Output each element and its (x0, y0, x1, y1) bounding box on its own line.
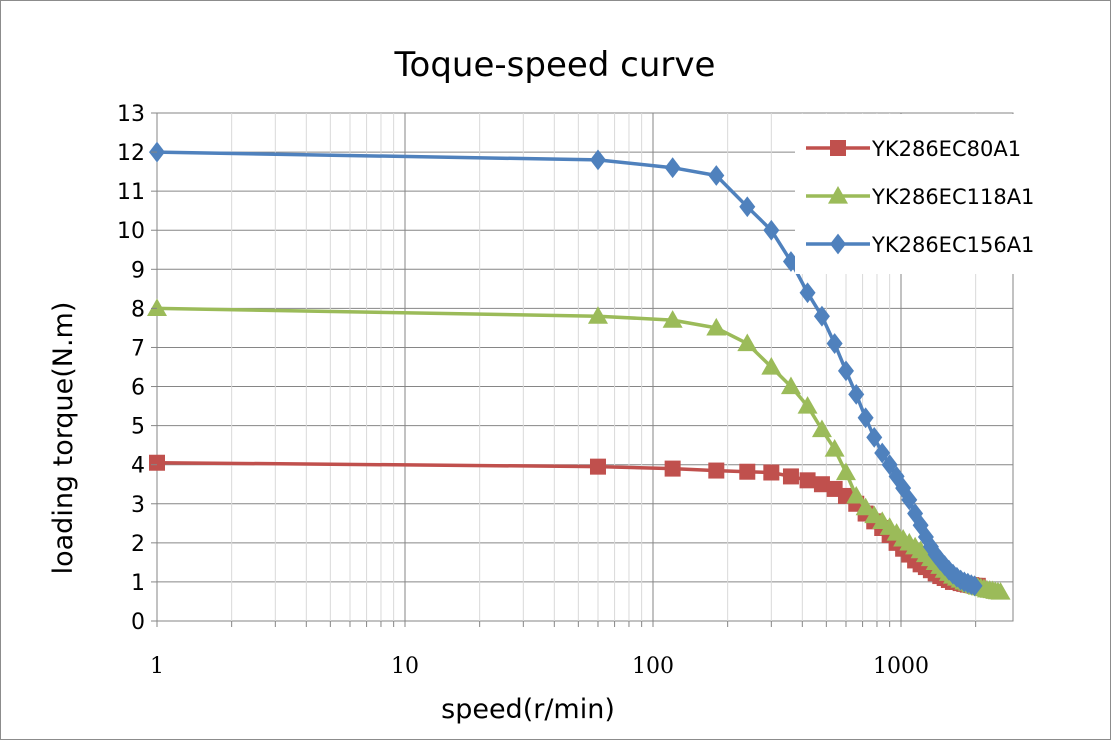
series-line (156, 460, 978, 588)
y-tick-label: 10 (117, 219, 145, 244)
plot-area-border (156, 112, 1014, 622)
data-point (874, 442, 891, 464)
data-point (780, 376, 801, 395)
data-point (835, 462, 856, 481)
data-point (855, 497, 876, 516)
legend-label: YK286EC156A1 (871, 233, 1034, 257)
legend-marker (830, 233, 846, 255)
x-tick-label: 1 (150, 654, 164, 679)
data-point (149, 454, 165, 471)
data-point (866, 426, 883, 448)
y-tick-label: 4 (131, 454, 145, 479)
data-point (826, 333, 843, 354)
data-point (813, 476, 830, 493)
data-point (763, 219, 780, 241)
y-tick-label: 13 (117, 102, 145, 127)
data-point (966, 575, 983, 597)
y-axis-label: loading torque(N.m) (48, 302, 79, 575)
data-point (848, 383, 865, 405)
y-tick-label: 9 (131, 258, 145, 283)
data-point (708, 165, 725, 186)
data-point (589, 458, 606, 475)
data-point (813, 305, 830, 327)
data-point (147, 298, 167, 316)
y-tick-label: 8 (131, 297, 145, 322)
x-axis-label: speed(r/min) (441, 694, 615, 725)
data-point (846, 485, 867, 504)
data-point (797, 396, 818, 414)
y-tick-label: 3 (131, 493, 145, 518)
x-tick-label: 100 (632, 654, 674, 679)
y-tick-label: 11 (117, 180, 145, 205)
data-point (763, 464, 780, 481)
legend-item: YK286EC118A1 (806, 185, 1034, 209)
data-point (782, 468, 799, 485)
legend-marker (828, 186, 848, 204)
y-tick-label: 0 (131, 610, 145, 635)
x-tick-label: 10 (391, 654, 419, 679)
data-point (708, 462, 725, 479)
series-3 (149, 141, 983, 597)
legend-marker (830, 140, 846, 156)
data-point (799, 472, 816, 489)
legend-item: YK286EC80A1 (806, 137, 1021, 161)
legend-label: YK286EC80A1 (871, 137, 1021, 161)
data-point (739, 196, 756, 218)
data-point (857, 407, 874, 429)
y-tick-label: 5 (131, 415, 145, 440)
data-point (990, 582, 1011, 600)
chart-title: Toque-speed curve (394, 45, 716, 85)
data-point (799, 282, 816, 304)
data-point (706, 317, 727, 336)
y-tick-label: 12 (117, 141, 145, 166)
x-tick-label: 1000 (873, 654, 929, 679)
legend: YK286EC80A1 YK286EC118A1 YK286EC156A1 (795, 114, 1034, 274)
data-point (737, 333, 758, 352)
data-point (811, 419, 832, 438)
data-point (901, 489, 918, 511)
y-tick-label: 7 (131, 336, 145, 361)
data-point (761, 357, 782, 375)
data-point (824, 439, 845, 457)
data-point (837, 360, 854, 382)
data-point (587, 306, 608, 324)
y-tick-label: 6 (131, 376, 145, 401)
y-tick-label: 2 (131, 532, 145, 557)
data-point (664, 157, 681, 179)
legend-item: YK286EC156A1 (806, 233, 1034, 257)
data-point (664, 460, 681, 477)
data-point (739, 463, 756, 480)
data-point (589, 149, 606, 171)
series-1 (149, 454, 986, 594)
data-point (662, 310, 683, 328)
series-layer (147, 141, 1011, 600)
y-tick-label: 1 (131, 571, 145, 596)
legend-label: YK286EC118A1 (871, 185, 1034, 209)
data-point (782, 251, 799, 272)
